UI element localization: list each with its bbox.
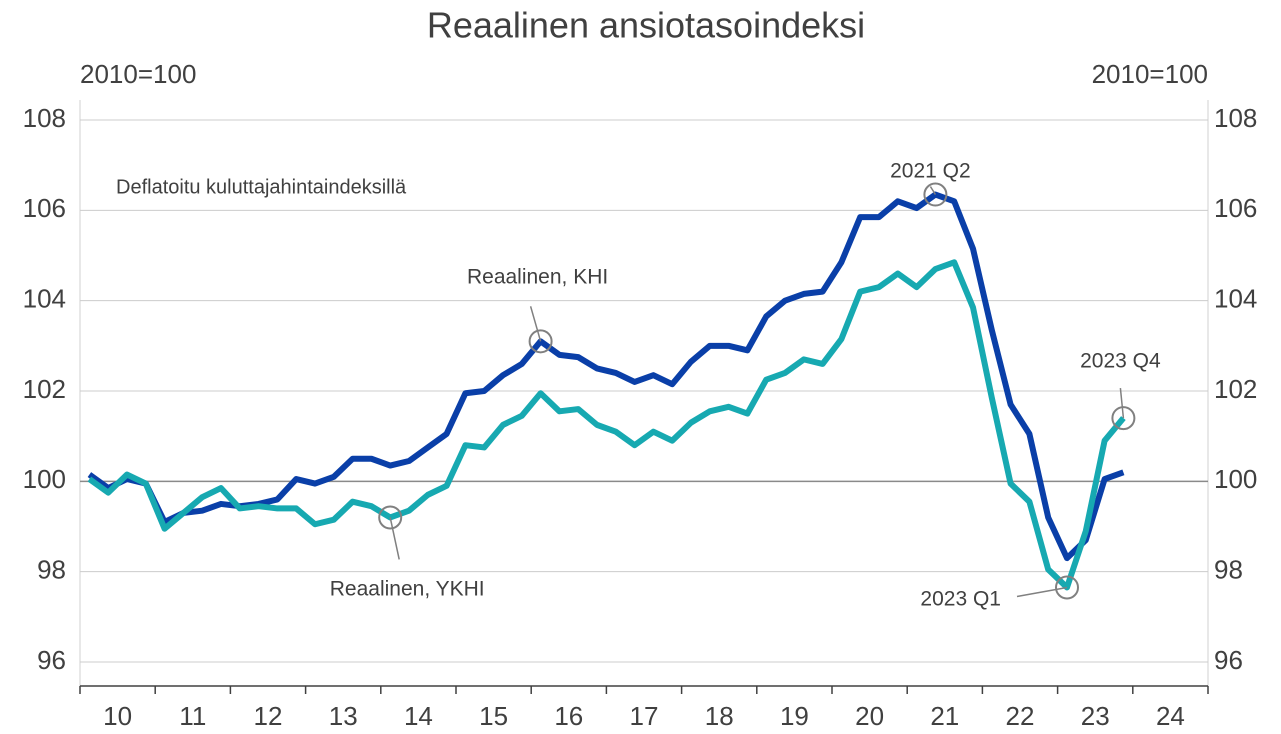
callout-line bbox=[929, 186, 937, 195]
x-tick-label: 10 bbox=[103, 701, 132, 731]
callout-circle bbox=[378, 505, 403, 530]
x-tick-label: 23 bbox=[1081, 701, 1110, 731]
y-tick-label: 104 bbox=[23, 284, 66, 314]
y-tick-label: 100 bbox=[23, 464, 66, 494]
series-line bbox=[87, 259, 1126, 591]
y2-tick-label: 96 bbox=[1214, 645, 1243, 675]
x-tick-label: 11 bbox=[179, 701, 206, 731]
y2-axis-label: 2010=100 bbox=[1092, 59, 1208, 89]
y-tick-label: 108 bbox=[23, 103, 66, 133]
x-tick-label: 13 bbox=[329, 701, 358, 731]
y2-tick-label: 100 bbox=[1214, 464, 1257, 494]
y-axis-label: 2010=100 bbox=[80, 59, 196, 89]
x-tick-label: 18 bbox=[705, 701, 734, 731]
callout-circle bbox=[923, 182, 948, 207]
x-tick-label: 19 bbox=[780, 701, 809, 731]
x-tick-label: 16 bbox=[554, 701, 583, 731]
y-tick-label: 102 bbox=[23, 374, 66, 404]
series-line bbox=[87, 191, 1125, 562]
x-tick-label: 20 bbox=[855, 701, 884, 731]
x-tick-label: 21 bbox=[930, 701, 959, 731]
x-tick-label: 14 bbox=[404, 701, 433, 731]
callout-line bbox=[389, 517, 400, 560]
y2-tick-label: 102 bbox=[1214, 374, 1257, 404]
x-tick-label: 15 bbox=[479, 701, 508, 731]
y2-tick-label: 98 bbox=[1214, 555, 1243, 585]
y-tick-label: 106 bbox=[23, 193, 66, 223]
callout-line bbox=[1016, 586, 1068, 598]
y-tick-label: 98 bbox=[37, 555, 66, 585]
annotation: Reaalinen, KHI bbox=[467, 266, 608, 289]
callout-circle bbox=[528, 329, 553, 354]
x-tick-label: 12 bbox=[254, 701, 283, 731]
subtitle: Deflatoitu kuluttajahintaindeksillä bbox=[116, 176, 407, 198]
x-tick-label: 24 bbox=[1156, 701, 1185, 731]
callout-circle bbox=[1111, 406, 1136, 431]
annotation: 2021 Q2 bbox=[890, 160, 971, 183]
x-tick-label: 17 bbox=[630, 701, 659, 731]
callout-line bbox=[529, 306, 542, 342]
y2-tick-label: 108 bbox=[1214, 103, 1257, 133]
callout-circle bbox=[1055, 575, 1079, 600]
chart-title: Reaalinen ansiotasoindeksi bbox=[427, 5, 865, 46]
callout-line bbox=[1119, 388, 1125, 419]
y2-tick-label: 106 bbox=[1214, 193, 1257, 223]
x-tick-label: 22 bbox=[1006, 701, 1035, 731]
annotation: 2023 Q4 bbox=[1080, 350, 1161, 373]
annotation: Reaalinen, YKHI bbox=[330, 578, 485, 601]
y-tick-label: 96 bbox=[37, 645, 66, 675]
y2-tick-label: 104 bbox=[1214, 284, 1257, 314]
annotation: 2023 Q1 bbox=[920, 588, 1001, 611]
